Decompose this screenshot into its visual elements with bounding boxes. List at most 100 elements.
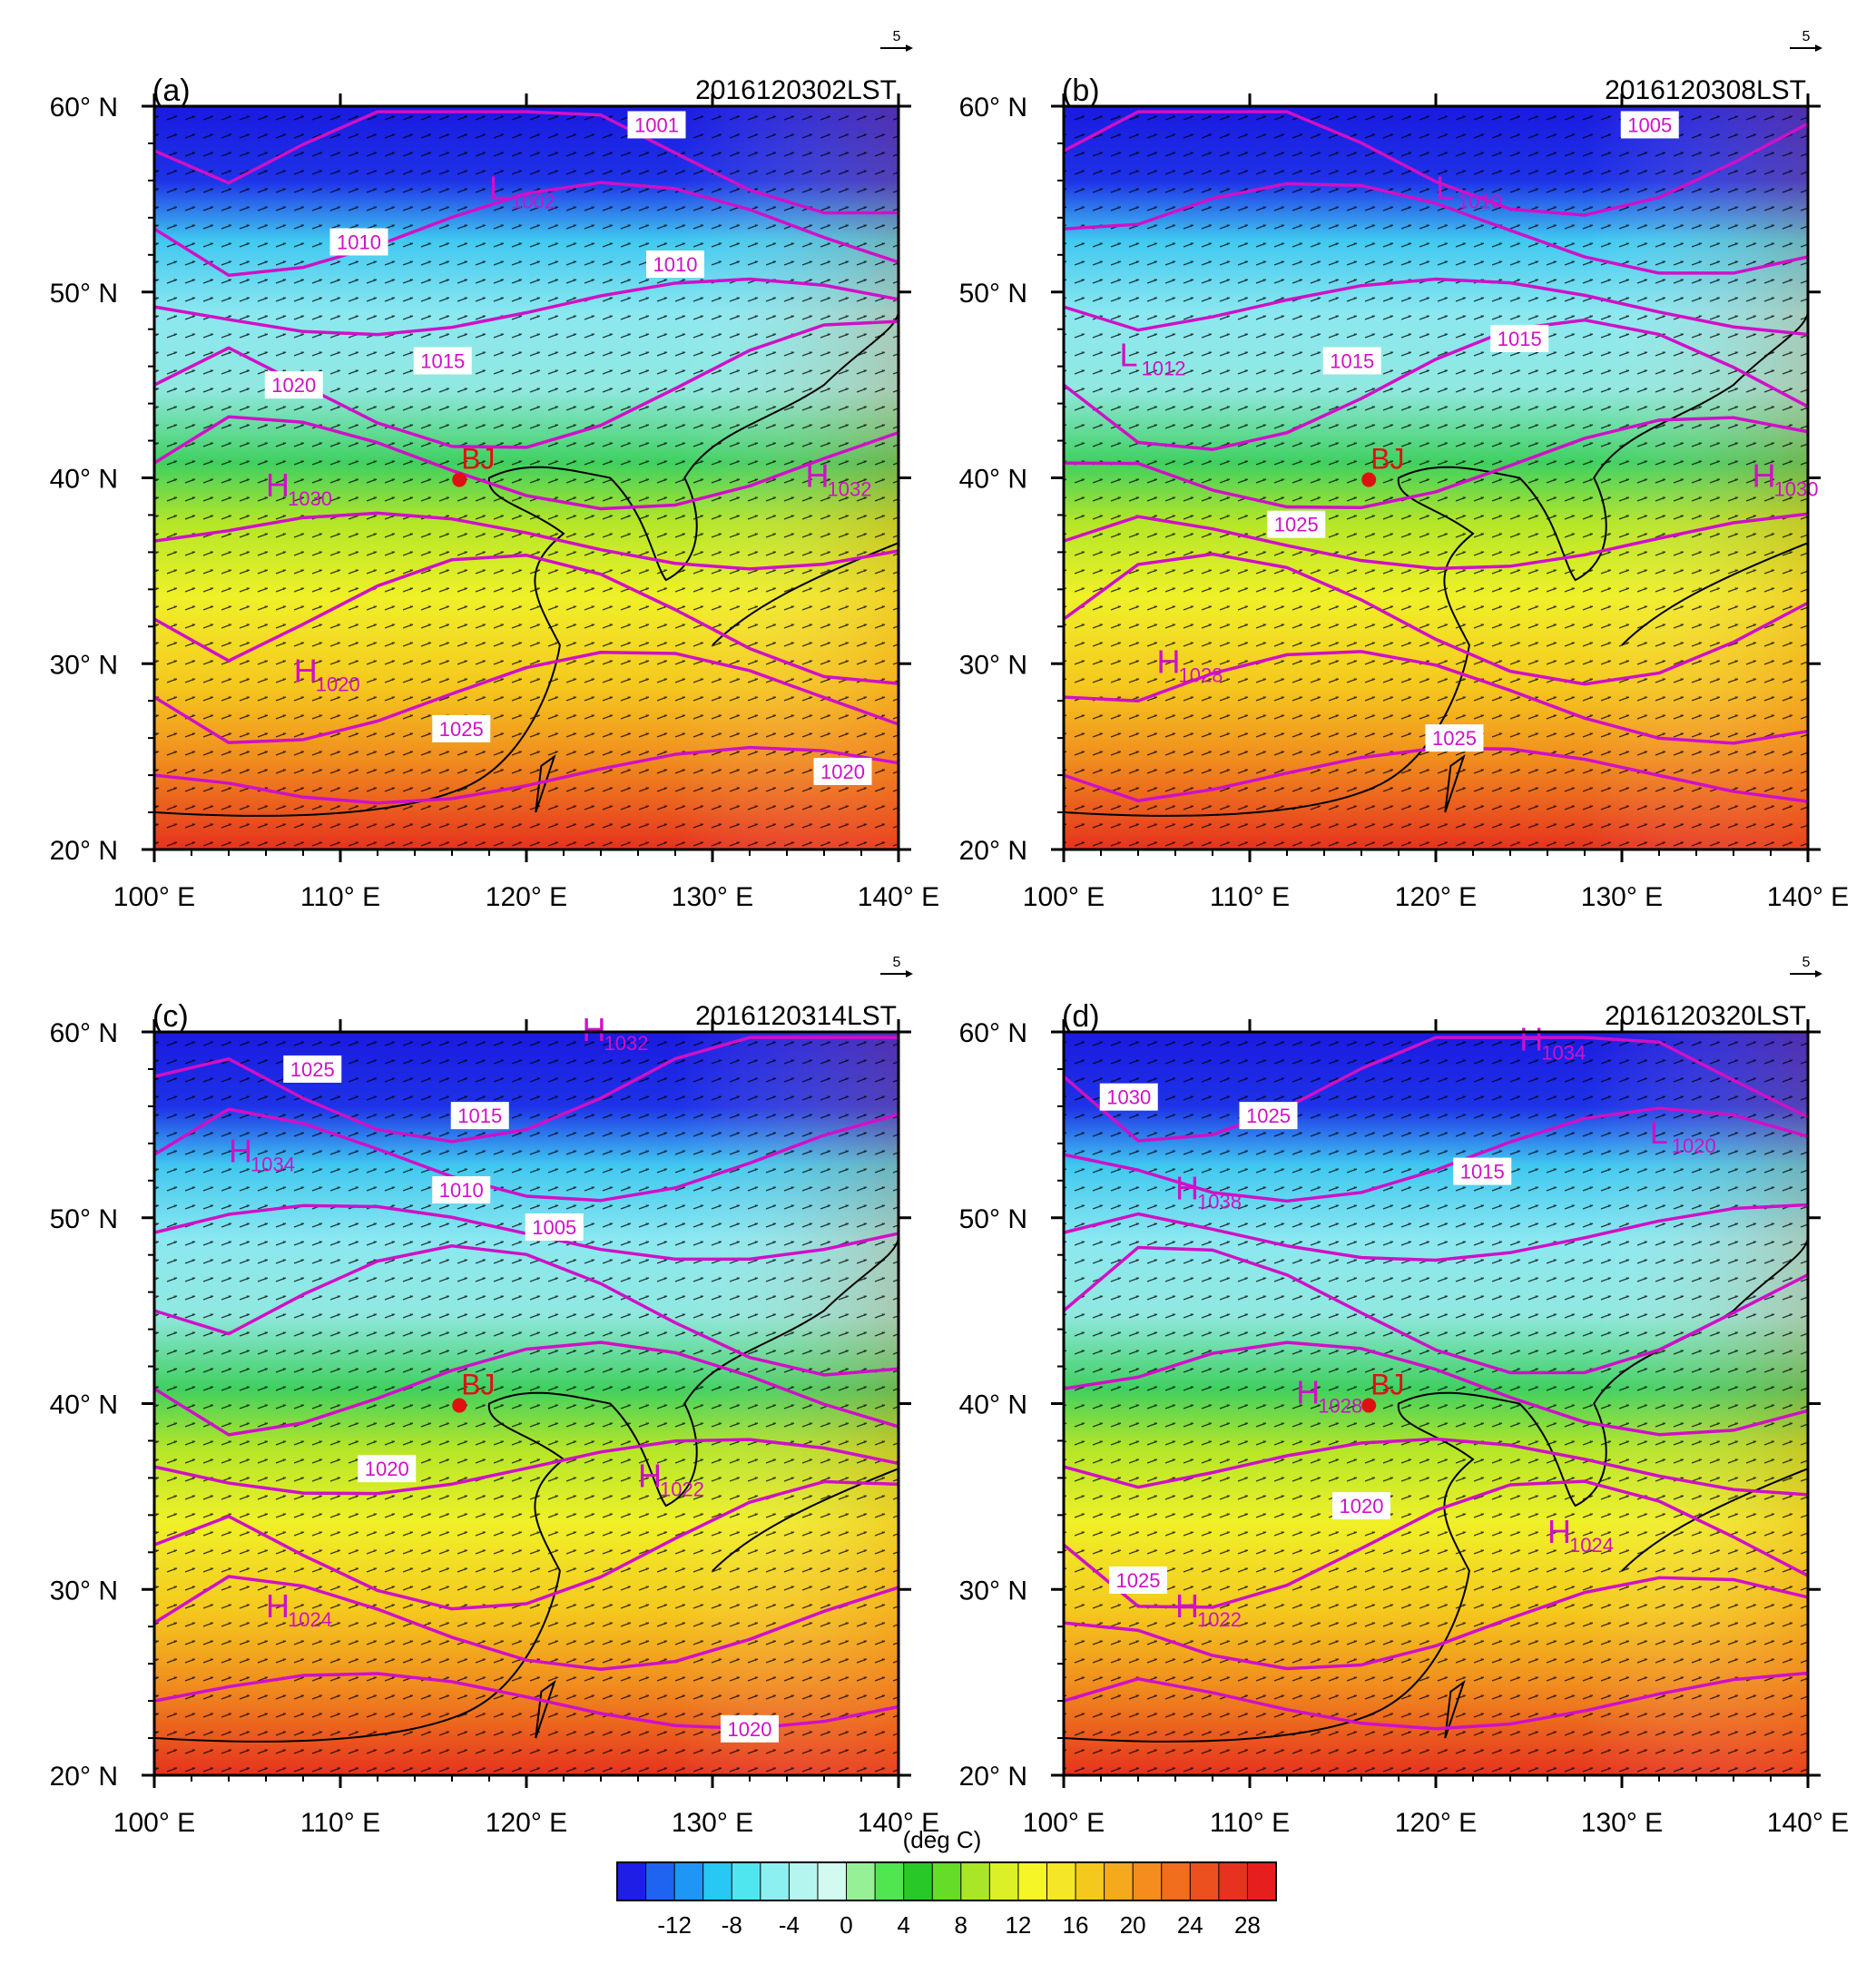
coastline xyxy=(1063,310,1809,817)
panel-label: (b) xyxy=(1062,74,1100,108)
isobar xyxy=(1063,650,1809,745)
colorbar-tick-label: 24 xyxy=(1177,1911,1203,1939)
pressure-center-letter: H xyxy=(1296,1374,1320,1411)
colorbar-swatch xyxy=(1104,1861,1134,1901)
pressure-center-letter: H xyxy=(1519,1020,1543,1057)
pressure-center: L 1012 xyxy=(1120,337,1186,380)
isobar xyxy=(153,110,899,215)
lon-tick-label: 120° E xyxy=(486,882,567,912)
pressure-center-letter: L xyxy=(1436,169,1454,206)
isobar-label-text: 1010 xyxy=(653,253,698,276)
colorbar-swatch xyxy=(702,1861,733,1901)
colorbar-swatch xyxy=(616,1861,647,1901)
pressure-center-value: 1028 xyxy=(1318,1395,1362,1418)
station-label: BJ xyxy=(1370,443,1404,476)
isobar-label-box xyxy=(646,250,704,279)
colorbar-tick-label: 28 xyxy=(1234,1911,1261,1939)
station-marker xyxy=(452,1398,467,1413)
lat-tick-label: 40° N xyxy=(959,465,1027,495)
isobar xyxy=(153,1107,899,1203)
isobar-label-text: 1025 xyxy=(1274,514,1319,536)
pressure-center-letter: H xyxy=(1175,1169,1199,1206)
panel-label: (d) xyxy=(1062,999,1100,1034)
japan-taiwan-coast xyxy=(1444,1468,1809,1739)
colorbar-tick-label: -12 xyxy=(657,1911,692,1939)
isobar xyxy=(1063,110,1809,217)
pressure-center-value: 1038 xyxy=(1197,1190,1242,1213)
colorbar-unit: (deg C) xyxy=(903,1826,982,1853)
isobar-label-box xyxy=(1620,111,1679,139)
panel-d: 10301025101510201025H1034H1038H1024H1022… xyxy=(959,955,1850,1838)
colorbar-swatch xyxy=(673,1861,704,1901)
isobar-label-box xyxy=(1322,347,1381,375)
lat-tick-label: 20° N xyxy=(959,836,1027,866)
isobar xyxy=(153,415,899,511)
isobar-label-text: 1010 xyxy=(337,231,381,253)
lon-tick-label: 100° E xyxy=(1023,1808,1105,1838)
isobar-label: 1020 xyxy=(264,371,323,399)
pressure-center-letter: H xyxy=(1157,643,1181,680)
isobar-label-box xyxy=(264,371,323,399)
isobar-label-text: 1001 xyxy=(634,113,679,136)
pressure-center: L 1010 xyxy=(1436,169,1502,212)
lon-tick-label: 110° E xyxy=(1210,882,1290,912)
isobar xyxy=(153,1438,899,1496)
lat-tick-label: 40° N xyxy=(50,465,118,495)
isobar-label-box xyxy=(450,1102,509,1130)
reference-vector-label: 5 xyxy=(1802,955,1811,970)
panel-time: 2016120308LST xyxy=(1605,75,1806,105)
isobar xyxy=(153,277,899,337)
pressure-center: L 1002 xyxy=(489,169,555,212)
lat-tick-label: 30° N xyxy=(50,1576,118,1606)
pressure-center-value: 1002 xyxy=(511,190,555,212)
isobar-label-box xyxy=(813,758,872,786)
reference-vector-head xyxy=(1815,970,1822,977)
isobar xyxy=(153,745,899,805)
pressure-center-value: 1034 xyxy=(1541,1041,1586,1064)
isobar-label-box xyxy=(283,1055,342,1083)
isobar-label-box xyxy=(1332,1492,1390,1520)
isobar-label: 1010 xyxy=(432,1176,491,1204)
colorbar-swatch xyxy=(1017,1861,1048,1901)
isobar-label-text: 1020 xyxy=(728,1718,772,1741)
pressure-center-value: 1022 xyxy=(1197,1608,1242,1631)
colorbar-swatch xyxy=(760,1861,791,1901)
colorbar-swatch xyxy=(931,1861,962,1901)
panel-label: (c) xyxy=(152,999,189,1034)
isobar xyxy=(1063,512,1809,571)
isobar-label-box xyxy=(1267,510,1326,538)
isobar xyxy=(153,511,899,571)
isobar xyxy=(153,1036,899,1144)
isobar-label: 1010 xyxy=(646,250,704,279)
pressure-center-letter: L xyxy=(1650,1114,1668,1151)
colorbar-swatch xyxy=(788,1861,819,1901)
pressure-center-letter: H xyxy=(266,1587,290,1625)
isobar-label-box xyxy=(721,1714,779,1743)
pressure-center-letter: H xyxy=(294,653,318,690)
isobar-label: 1001 xyxy=(627,111,686,139)
lat-tick-label: 20° N xyxy=(50,1762,118,1792)
isobar-label-box xyxy=(525,1213,584,1241)
station-marker xyxy=(1361,472,1377,487)
pressure-center-value: 1024 xyxy=(288,1608,332,1631)
isobar-label: 1025 xyxy=(1267,510,1326,538)
isobar xyxy=(1062,1245,1809,1375)
isobar-label: 1015 xyxy=(1322,347,1381,375)
lat-tick-label: 30° N xyxy=(959,1576,1027,1606)
pressure-center: L 1020 xyxy=(1650,1114,1716,1157)
pressure-center-letter: H xyxy=(266,466,290,504)
isobar xyxy=(153,1575,899,1672)
colorbar-tick-label: 16 xyxy=(1063,1911,1089,1939)
pressure-center-value: 1028 xyxy=(1179,663,1223,686)
isobar-label: 1020 xyxy=(358,1455,417,1483)
isobar-label-text: 1025 xyxy=(1246,1105,1291,1127)
lon-tick-label: 110° E xyxy=(300,1808,380,1838)
isobar xyxy=(1063,277,1809,337)
lon-tick-label: 110° E xyxy=(300,882,380,912)
colorbar-tick-label: 12 xyxy=(1005,1911,1031,1939)
colorbar-tick-label: -8 xyxy=(722,1911,742,1939)
lon-tick-label: 130° E xyxy=(672,882,753,912)
